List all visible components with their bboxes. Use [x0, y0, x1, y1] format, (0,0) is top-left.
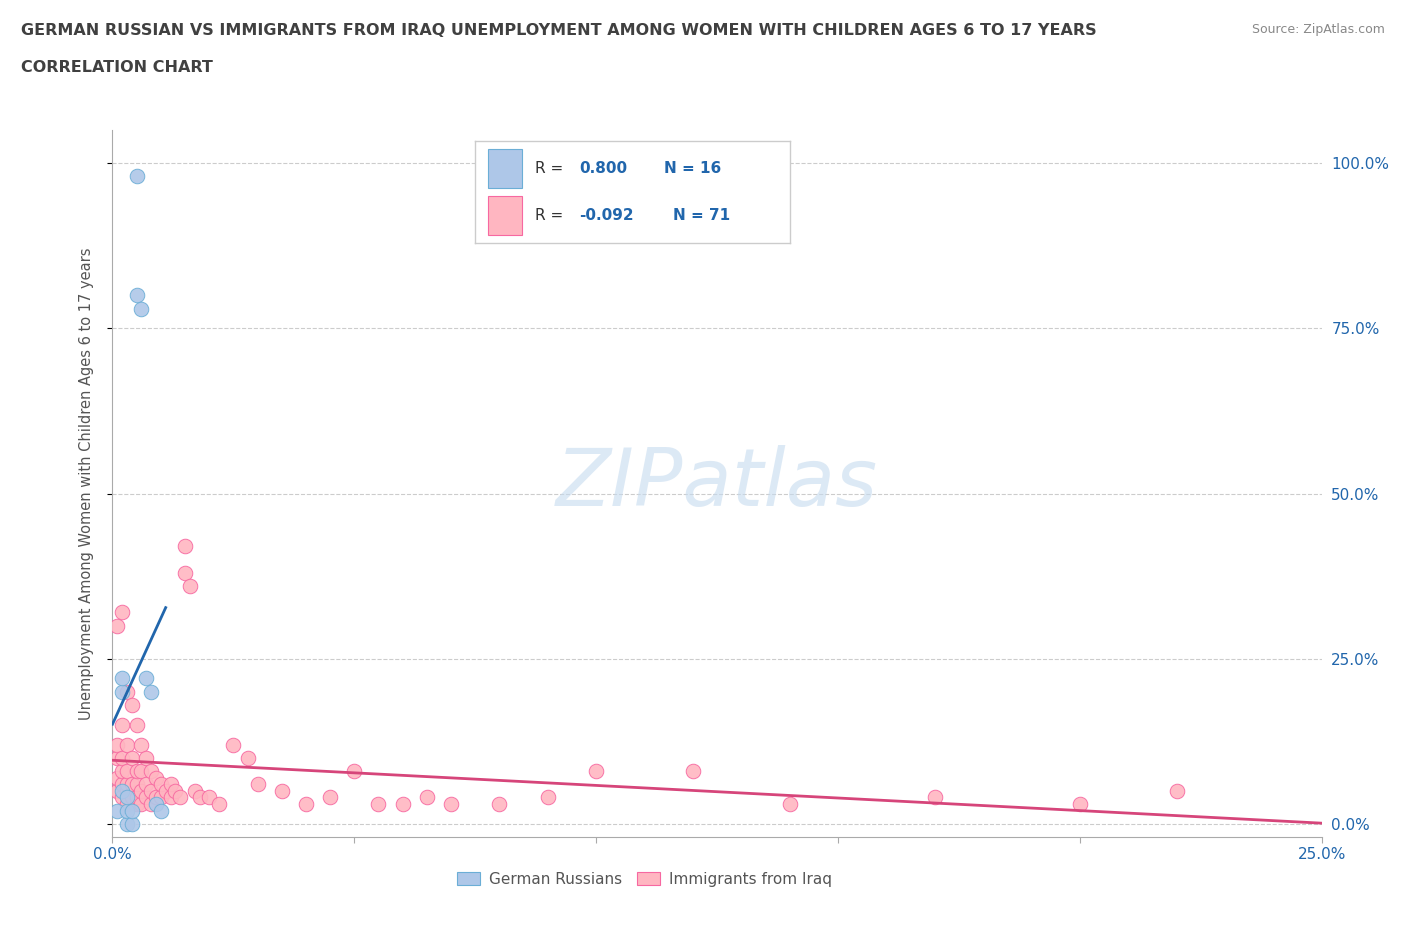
Point — [125, 764, 148, 778]
Point — [295, 796, 318, 811]
Point — [115, 804, 138, 818]
Text: ZIPatlas: ZIPatlas — [555, 445, 879, 523]
Point — [141, 684, 163, 699]
Point — [125, 796, 148, 811]
Point — [115, 764, 138, 778]
Point — [174, 538, 197, 553]
Point — [159, 777, 181, 791]
Point — [179, 578, 201, 593]
Text: CORRELATION CHART: CORRELATION CHART — [21, 60, 212, 75]
Point — [440, 796, 463, 811]
Point — [111, 684, 134, 699]
Point — [105, 770, 128, 785]
Point — [135, 671, 157, 686]
Point — [208, 796, 231, 811]
Point — [125, 790, 148, 804]
Point — [174, 565, 197, 580]
Point — [135, 751, 157, 765]
Point — [159, 790, 181, 804]
Point — [121, 777, 143, 791]
Point — [121, 804, 143, 818]
Point — [416, 790, 439, 804]
Point — [111, 790, 134, 804]
Point — [141, 764, 163, 778]
Point — [115, 817, 138, 831]
Point — [1069, 796, 1091, 811]
Point — [111, 764, 134, 778]
Point — [141, 783, 163, 798]
Point — [125, 777, 148, 791]
Point — [115, 783, 138, 798]
Text: Source: ZipAtlas.com: Source: ZipAtlas.com — [1251, 23, 1385, 36]
Point — [236, 751, 259, 765]
Legend: German Russians, Immigrants from Iraq: German Russians, Immigrants from Iraq — [450, 866, 838, 893]
Point — [183, 783, 205, 798]
Point — [198, 790, 221, 804]
Point — [131, 783, 153, 798]
Point — [105, 804, 128, 818]
Point — [105, 751, 128, 765]
Point — [111, 777, 134, 791]
Point — [111, 671, 134, 686]
Point — [131, 737, 153, 752]
Point — [188, 790, 211, 804]
Point — [537, 790, 560, 804]
Point — [105, 618, 128, 633]
Point — [155, 783, 177, 798]
Point — [111, 717, 134, 732]
Point — [343, 764, 366, 778]
Text: GERMAN RUSSIAN VS IMMIGRANTS FROM IRAQ UNEMPLOYMENT AMONG WOMEN WITH CHILDREN AG: GERMAN RUSSIAN VS IMMIGRANTS FROM IRAQ U… — [21, 23, 1097, 38]
Point — [222, 737, 245, 752]
Point — [246, 777, 269, 791]
Point — [125, 288, 148, 303]
Point — [149, 777, 172, 791]
Point — [1166, 783, 1188, 798]
Point — [165, 783, 187, 798]
Point — [585, 764, 607, 778]
Point — [115, 737, 138, 752]
Point — [141, 796, 163, 811]
Point — [121, 817, 143, 831]
Point — [391, 796, 413, 811]
Point — [488, 796, 510, 811]
Point — [924, 790, 946, 804]
Point — [270, 783, 292, 798]
Point — [125, 717, 148, 732]
Point — [145, 796, 167, 811]
Point — [121, 698, 143, 712]
Point — [135, 790, 157, 804]
Point — [125, 169, 148, 184]
Point — [145, 770, 167, 785]
Point — [131, 796, 153, 811]
Point — [131, 764, 153, 778]
Point — [145, 790, 167, 804]
Point — [135, 777, 157, 791]
Point — [105, 737, 128, 752]
Point — [111, 783, 134, 798]
Y-axis label: Unemployment Among Women with Children Ages 6 to 17 years: Unemployment Among Women with Children A… — [79, 247, 94, 720]
Point — [319, 790, 342, 804]
Point — [682, 764, 704, 778]
Point — [131, 301, 153, 316]
Point — [367, 796, 389, 811]
Point — [779, 796, 801, 811]
Point — [149, 790, 172, 804]
Point — [111, 605, 134, 620]
Point — [121, 790, 143, 804]
Point — [105, 783, 128, 798]
Point — [169, 790, 191, 804]
Point — [115, 790, 138, 804]
Point — [115, 684, 138, 699]
Point — [115, 777, 138, 791]
Point — [111, 751, 134, 765]
Point — [149, 804, 172, 818]
Point — [115, 796, 138, 811]
Point — [121, 751, 143, 765]
